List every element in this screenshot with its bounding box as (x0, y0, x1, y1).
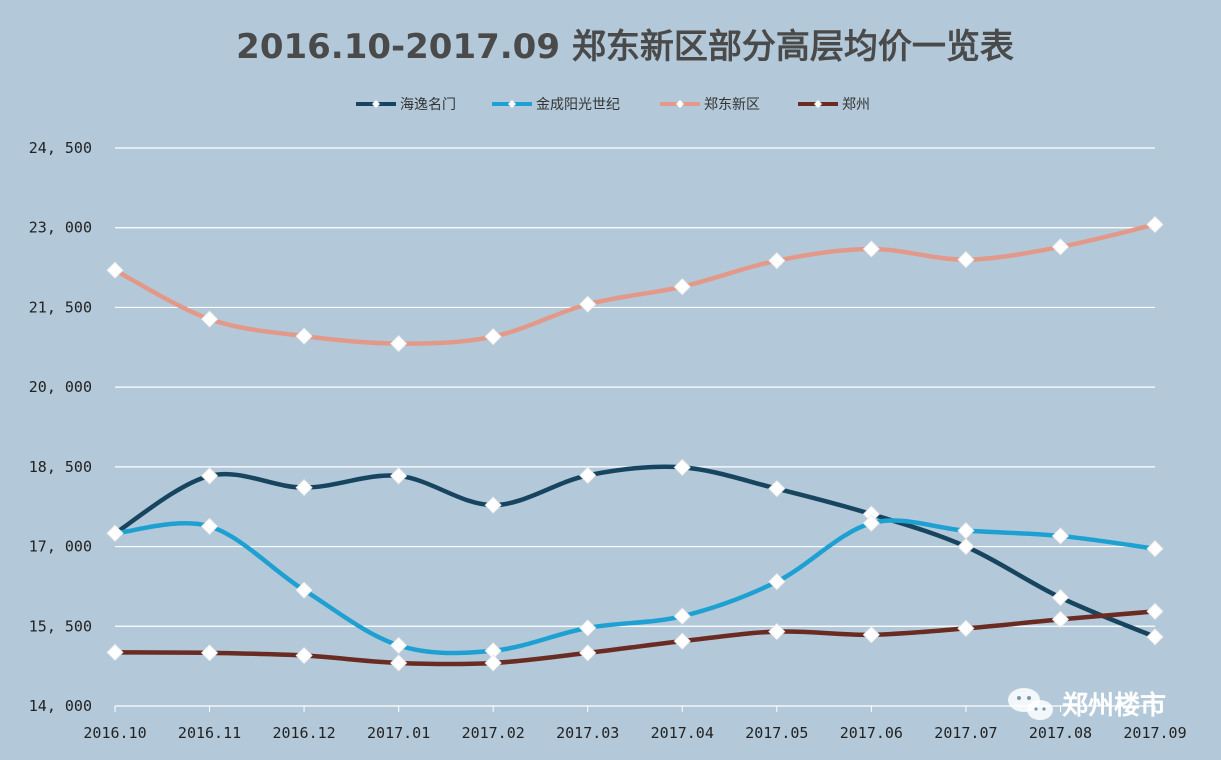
data-point (106, 261, 124, 279)
y-tick-label: 20, 000 (29, 378, 92, 396)
x-tick-label: 2017.07 (934, 724, 997, 742)
data-point (295, 581, 313, 599)
data-point (862, 240, 880, 258)
legend-marker (372, 100, 380, 108)
data-point (579, 295, 597, 313)
data-point (1051, 589, 1070, 607)
data-point (673, 278, 691, 296)
x-tick-label: 2017.08 (1029, 724, 1092, 742)
data-point (1051, 610, 1070, 628)
wechat-icon (1008, 688, 1053, 720)
data-point (768, 252, 786, 270)
x-tick-label: 2017.03 (556, 724, 619, 742)
series-markers (106, 215, 1164, 672)
y-tick-label: 21, 500 (29, 298, 92, 316)
data-point (390, 335, 408, 353)
data-point (200, 467, 219, 485)
data-point (1051, 527, 1070, 545)
data-point (673, 632, 691, 650)
y-tick-label: 17, 000 (29, 538, 92, 556)
data-point (768, 480, 786, 498)
data-point (295, 327, 313, 345)
watermark-text: 郑州楼市 (1062, 690, 1166, 721)
legend-label: 郑东新区 (704, 97, 760, 113)
legend-label: 郑州 (842, 97, 870, 113)
data-point (862, 626, 880, 644)
y-tick-label: 24, 500 (29, 139, 92, 157)
data-point (1146, 602, 1164, 620)
data-point (295, 646, 313, 665)
data-point (1146, 215, 1164, 234)
data-point (579, 619, 597, 637)
gridlines (115, 147, 1155, 707)
data-point (484, 496, 502, 514)
legend-label: 海逸名门 (400, 97, 456, 113)
legend-label: 金成阳光世纪 (536, 97, 620, 113)
legend: 海逸名门 金成阳光世纪 郑东新区 郑州 (356, 97, 870, 113)
data-point (768, 623, 786, 641)
legend-marker (676, 100, 684, 108)
data-point (957, 251, 975, 269)
data-point (579, 466, 597, 484)
x-tick-label: 2017.05 (745, 724, 808, 742)
data-point (200, 310, 219, 328)
x-tick-label: 2017.04 (651, 724, 714, 742)
x-tick-label: 2016.12 (272, 724, 335, 742)
data-point (1146, 628, 1164, 646)
data-point (200, 517, 219, 535)
data-point (200, 644, 219, 662)
series-line-0 (112, 464, 1158, 640)
x-tick-label: 2017.01 (367, 724, 430, 742)
series-lines (112, 222, 1158, 667)
y-tick-label: 14, 000 (29, 697, 92, 715)
x-tick-label: 2017.06 (840, 724, 903, 742)
data-point (1146, 540, 1164, 558)
legend-marker (508, 100, 516, 108)
series-line-1 (112, 518, 1158, 656)
y-axis-ticks: 14, 000 15, 500 17, 000 18, 500 20, 000 21, 5… (29, 139, 92, 715)
legend-marker (814, 100, 822, 108)
data-point (862, 514, 880, 532)
data-point (106, 524, 124, 542)
data-point (390, 654, 408, 672)
data-point (484, 328, 502, 346)
x-tick-label: 2016.10 (83, 724, 146, 742)
data-point (579, 644, 597, 662)
data-point (390, 467, 408, 485)
data-point (484, 654, 502, 672)
data-point (768, 573, 786, 591)
y-tick-label: 23, 000 (29, 219, 92, 237)
chart-title: 2016.10-2017.09 郑东新区部分高层均价一览表 (236, 27, 1014, 67)
y-tick-label: 15, 500 (29, 617, 92, 635)
x-tick-label: 2016.11 (178, 724, 241, 742)
data-point (295, 479, 313, 497)
x-tick-label: 2017.09 (1123, 724, 1186, 742)
data-point (957, 522, 975, 540)
data-point (390, 636, 408, 654)
series-line-3 (112, 609, 1158, 667)
series-line-2 (112, 222, 1158, 346)
data-point (673, 607, 691, 625)
x-tick-label: 2017.02 (462, 724, 525, 742)
x-axis-ticks: 2016.10 2016.11 2016.12 2017.01 2017.02 2017.… (83, 706, 1187, 742)
data-point (673, 458, 691, 476)
data-point (106, 643, 124, 661)
data-point (1051, 238, 1070, 256)
y-tick-label: 18, 500 (29, 458, 92, 476)
data-point (957, 538, 975, 556)
data-point (957, 619, 975, 637)
